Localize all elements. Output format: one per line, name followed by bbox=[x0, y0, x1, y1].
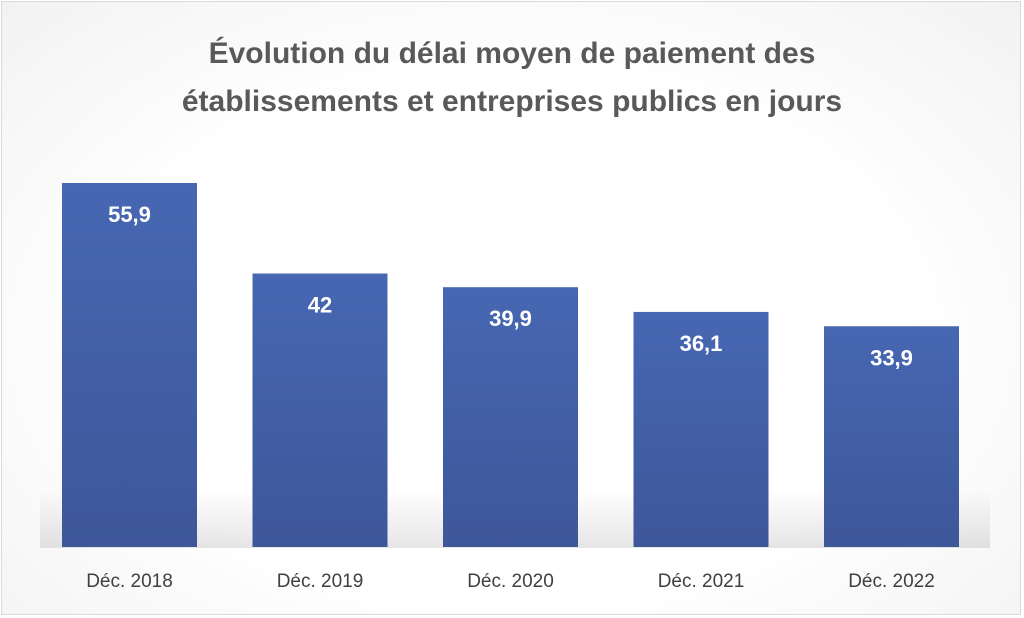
bar-1 bbox=[62, 183, 197, 547]
data-label-2: 42 bbox=[308, 293, 332, 318]
bar-3 bbox=[443, 287, 578, 547]
data-label-3: 39,9 bbox=[489, 306, 532, 331]
bar-2 bbox=[252, 273, 388, 547]
data-label-1: 55,9 bbox=[108, 202, 151, 227]
x-tick-label-3: Déc. 2020 bbox=[467, 571, 554, 592]
chart-title-line-1: Évolution du délai moyen de paiement des bbox=[208, 37, 816, 70]
chart-title: Évolution du délai moyen de paiement des… bbox=[2, 30, 1022, 126]
x-tick-label-5: Déc. 2022 bbox=[848, 571, 935, 592]
x-tick-label-1: Déc. 2018 bbox=[86, 571, 173, 592]
data-label-4: 36,1 bbox=[680, 331, 723, 356]
data-label-5: 33,9 bbox=[870, 345, 913, 370]
bar-5 bbox=[824, 326, 959, 547]
x-tick-label-4: Déc. 2021 bbox=[658, 571, 745, 592]
x-tick-label-2: Déc. 2019 bbox=[277, 571, 364, 592]
bar-4 bbox=[633, 311, 769, 547]
chart-title-line-2: établissements et entreprises publics en… bbox=[181, 85, 843, 118]
